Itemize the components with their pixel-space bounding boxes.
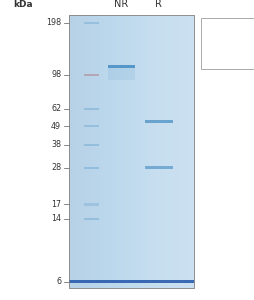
Bar bbox=[145, 120, 172, 123]
FancyBboxPatch shape bbox=[69, 15, 193, 288]
Text: NR = Non-reduced: NR = Non-reduced bbox=[206, 41, 254, 50]
Bar bbox=[84, 108, 99, 110]
Text: R = Reduced: R = Reduced bbox=[206, 54, 254, 63]
Text: 2.5 μg loading: 2.5 μg loading bbox=[206, 28, 254, 38]
Text: 17: 17 bbox=[51, 200, 61, 209]
Text: 49: 49 bbox=[51, 122, 61, 130]
Text: 6: 6 bbox=[56, 277, 61, 286]
Bar bbox=[84, 203, 99, 206]
Bar bbox=[107, 65, 135, 68]
Bar bbox=[84, 167, 99, 169]
Bar bbox=[107, 68, 135, 80]
Text: 28: 28 bbox=[51, 163, 61, 172]
Bar bbox=[84, 218, 99, 220]
Text: 98: 98 bbox=[51, 70, 61, 79]
Text: kDa: kDa bbox=[13, 0, 33, 9]
Text: 198: 198 bbox=[46, 18, 61, 27]
Bar bbox=[84, 22, 99, 24]
Bar bbox=[84, 125, 99, 127]
Text: NR: NR bbox=[114, 0, 128, 9]
Bar bbox=[69, 280, 193, 284]
Bar bbox=[145, 166, 172, 169]
Text: 62: 62 bbox=[51, 104, 61, 113]
Text: 14: 14 bbox=[51, 214, 61, 224]
FancyBboxPatch shape bbox=[201, 18, 254, 69]
Text: 38: 38 bbox=[51, 140, 61, 149]
Bar bbox=[84, 74, 99, 76]
Bar bbox=[84, 144, 99, 146]
Text: R: R bbox=[155, 0, 162, 9]
